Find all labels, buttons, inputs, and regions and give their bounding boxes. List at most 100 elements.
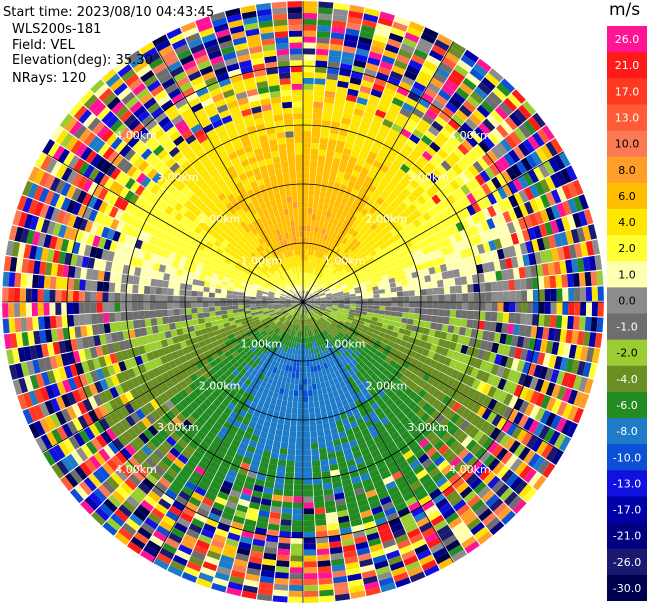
velocity-gate — [469, 477, 483, 490]
velocity-gate — [418, 320, 426, 328]
velocity-gate — [71, 202, 82, 216]
velocity-gate — [347, 415, 356, 423]
velocity-gate — [170, 406, 181, 417]
velocity-gate — [341, 153, 350, 162]
velocity-gate — [396, 333, 404, 340]
velocity-gate — [459, 486, 473, 499]
velocity-gate — [141, 417, 152, 429]
velocity-gate — [279, 303, 286, 306]
velocity-gate — [480, 100, 495, 114]
velocity-gate — [461, 139, 474, 152]
velocity-gate — [460, 54, 476, 68]
velocity-gate — [225, 538, 239, 548]
velocity-gate — [416, 224, 426, 234]
velocity-gate — [35, 436, 48, 453]
velocity-gate — [454, 175, 465, 187]
velocity-gate — [107, 441, 120, 455]
velocity-gate — [523, 417, 535, 431]
velocity-gate — [572, 196, 584, 212]
velocity-gate — [303, 130, 312, 137]
velocity-gate — [320, 459, 329, 467]
velocity-gate — [167, 565, 183, 577]
velocity-gate — [303, 437, 311, 444]
velocity-gate — [61, 393, 72, 408]
velocity-gate — [129, 400, 140, 412]
velocity-gate — [550, 369, 560, 384]
velocity-gate — [371, 282, 378, 287]
velocity-gate — [34, 246, 44, 261]
velocity-gate — [448, 473, 461, 485]
velocity-gate — [258, 283, 266, 288]
velocity-gate — [510, 163, 523, 178]
velocity-gate — [287, 353, 292, 360]
velocity-gate — [343, 423, 352, 431]
velocity-gate — [360, 447, 371, 456]
velocity-gate — [261, 354, 268, 362]
velocity-gate — [443, 171, 454, 183]
velocity-gate — [314, 78, 326, 85]
velocity-gate — [373, 511, 386, 521]
velocity-gate — [234, 280, 242, 286]
velocity-gate — [333, 8, 349, 17]
velocity-gate — [373, 34, 388, 44]
velocity-gate — [338, 297, 345, 300]
velocity-gate — [61, 315, 69, 328]
velocity-gate — [289, 359, 294, 367]
velocity-gate — [309, 267, 312, 274]
velocity-gate — [499, 259, 507, 270]
velocity-gate — [401, 188, 412, 198]
velocity-gate — [260, 318, 267, 324]
velocity-gate — [303, 77, 314, 84]
velocity-gate — [259, 431, 268, 439]
velocity-gate — [265, 414, 273, 422]
velocity-gate — [324, 398, 331, 406]
velocity-gate — [330, 276, 337, 282]
velocity-gate — [399, 512, 413, 523]
velocity-gate — [313, 294, 320, 298]
velocity-gate — [304, 596, 319, 603]
velocity-gate — [411, 228, 421, 237]
velocity-gate — [173, 458, 186, 470]
velocity-gate — [435, 272, 443, 281]
velocity-gate — [527, 453, 541, 468]
velocity-gate — [386, 440, 397, 450]
velocity-gate — [459, 363, 469, 374]
velocity-gate — [122, 330, 130, 340]
velocity-gate — [73, 375, 83, 389]
velocity-gate — [312, 478, 323, 485]
velocity-gate — [219, 426, 230, 435]
velocity-gate — [562, 387, 573, 403]
velocity-gate — [432, 258, 440, 267]
velocity-gate — [353, 108, 365, 117]
velocity-gate — [461, 396, 472, 408]
velocity-gate — [392, 528, 407, 539]
velocity-gate — [380, 327, 388, 334]
velocity-gate — [386, 460, 398, 470]
velocity-gate — [486, 218, 496, 230]
velocity-gate — [411, 271, 419, 279]
velocity-gate — [316, 536, 329, 544]
velocity-gate — [375, 71, 389, 82]
velocity-gate — [363, 13, 379, 23]
velocity-gate — [567, 182, 578, 198]
velocity-gate — [223, 276, 230, 283]
velocity-gate — [50, 383, 61, 398]
velocity-gate — [417, 269, 425, 277]
velocity-gate — [276, 311, 282, 316]
velocity-gate — [183, 333, 191, 341]
velocity-gate — [120, 350, 130, 361]
velocity-gate — [327, 138, 337, 147]
velocity-gate — [404, 522, 419, 534]
velocity-gate — [540, 410, 551, 425]
velocity-gate — [217, 275, 225, 281]
velocity-gate — [430, 409, 441, 420]
velocity-gate — [431, 99, 445, 111]
velocity-gate — [582, 225, 592, 241]
velocity-gate — [398, 48, 413, 60]
velocity-gate — [143, 251, 152, 261]
velocity-gate — [316, 48, 329, 56]
velocity-gate — [350, 381, 358, 389]
velocity-gate — [303, 396, 309, 403]
velocity-gate — [485, 362, 494, 374]
velocity-gate — [361, 305, 368, 309]
